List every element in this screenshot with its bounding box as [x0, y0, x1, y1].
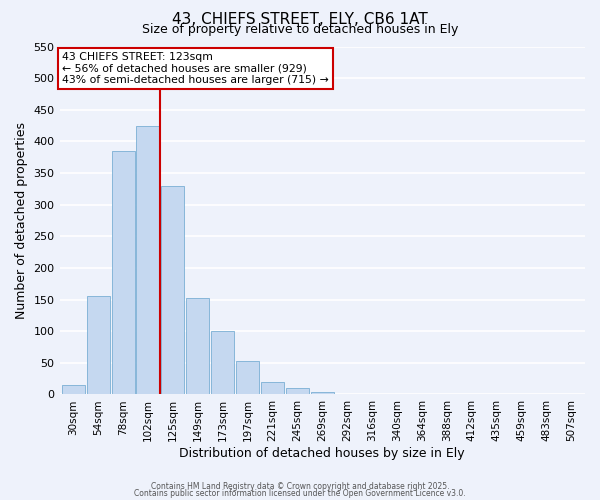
X-axis label: Distribution of detached houses by size in Ely: Distribution of detached houses by size … — [179, 447, 465, 460]
Bar — [62, 385, 85, 394]
Text: 43 CHIEFS STREET: 123sqm
← 56% of detached houses are smaller (929)
43% of semi-: 43 CHIEFS STREET: 123sqm ← 56% of detach… — [62, 52, 329, 85]
Text: Contains HM Land Registry data © Crown copyright and database right 2025.: Contains HM Land Registry data © Crown c… — [151, 482, 449, 491]
Bar — [186, 298, 209, 394]
Bar — [286, 388, 309, 394]
Bar — [261, 382, 284, 394]
Y-axis label: Number of detached properties: Number of detached properties — [15, 122, 28, 319]
Bar — [211, 331, 234, 394]
Text: Contains public sector information licensed under the Open Government Licence v3: Contains public sector information licen… — [134, 489, 466, 498]
Text: 43, CHIEFS STREET, ELY, CB6 1AT: 43, CHIEFS STREET, ELY, CB6 1AT — [172, 12, 428, 28]
Text: Size of property relative to detached houses in Ely: Size of property relative to detached ho… — [142, 22, 458, 36]
Bar — [86, 296, 110, 394]
Bar — [136, 126, 160, 394]
Bar — [311, 392, 334, 394]
Bar — [236, 361, 259, 394]
Bar — [161, 186, 184, 394]
Bar — [112, 151, 134, 394]
